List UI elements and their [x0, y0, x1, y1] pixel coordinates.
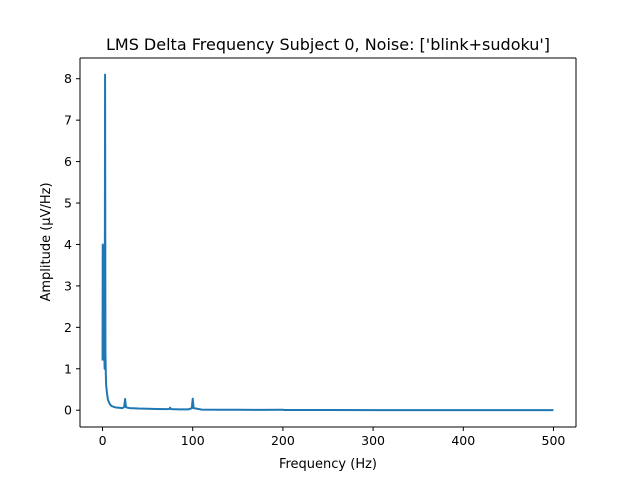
y-tick-label: 5: [64, 196, 72, 211]
x-tick-label: 100: [181, 433, 205, 448]
y-tick-label: 6: [64, 154, 72, 169]
chart-title: LMS Delta Frequency Subject 0, Noise: ['…: [106, 35, 550, 54]
x-tick-label: 400: [451, 433, 475, 448]
y-tick-label: 2: [64, 320, 72, 335]
y-axis-label: Amplitude (µV/Hz): [39, 182, 54, 301]
y-tick-label: 0: [64, 403, 72, 418]
y-tick-label: 8: [64, 71, 72, 86]
x-tick-label: 0: [99, 433, 107, 448]
y-tick-label: 3: [64, 278, 72, 293]
x-axis-label: Frequency (Hz): [279, 457, 377, 472]
x-tick-label: 200: [271, 433, 295, 448]
y-tick-label: 1: [64, 361, 72, 376]
y-tick-label: 7: [64, 113, 72, 128]
series-line: [101, 73, 554, 412]
x-tick-label: 300: [361, 433, 385, 448]
x-axis-ticks: 0 100 200 300 400 500: [99, 427, 566, 448]
axes-frame: [79, 57, 577, 428]
plot-area: [80, 58, 576, 427]
y-axis-ticks: 0 1 2 3 4 5 6 7 8: [64, 71, 80, 418]
y-tick-label: 4: [64, 237, 72, 252]
x-tick-label: 500: [542, 433, 566, 448]
axes-background: [80, 58, 576, 427]
